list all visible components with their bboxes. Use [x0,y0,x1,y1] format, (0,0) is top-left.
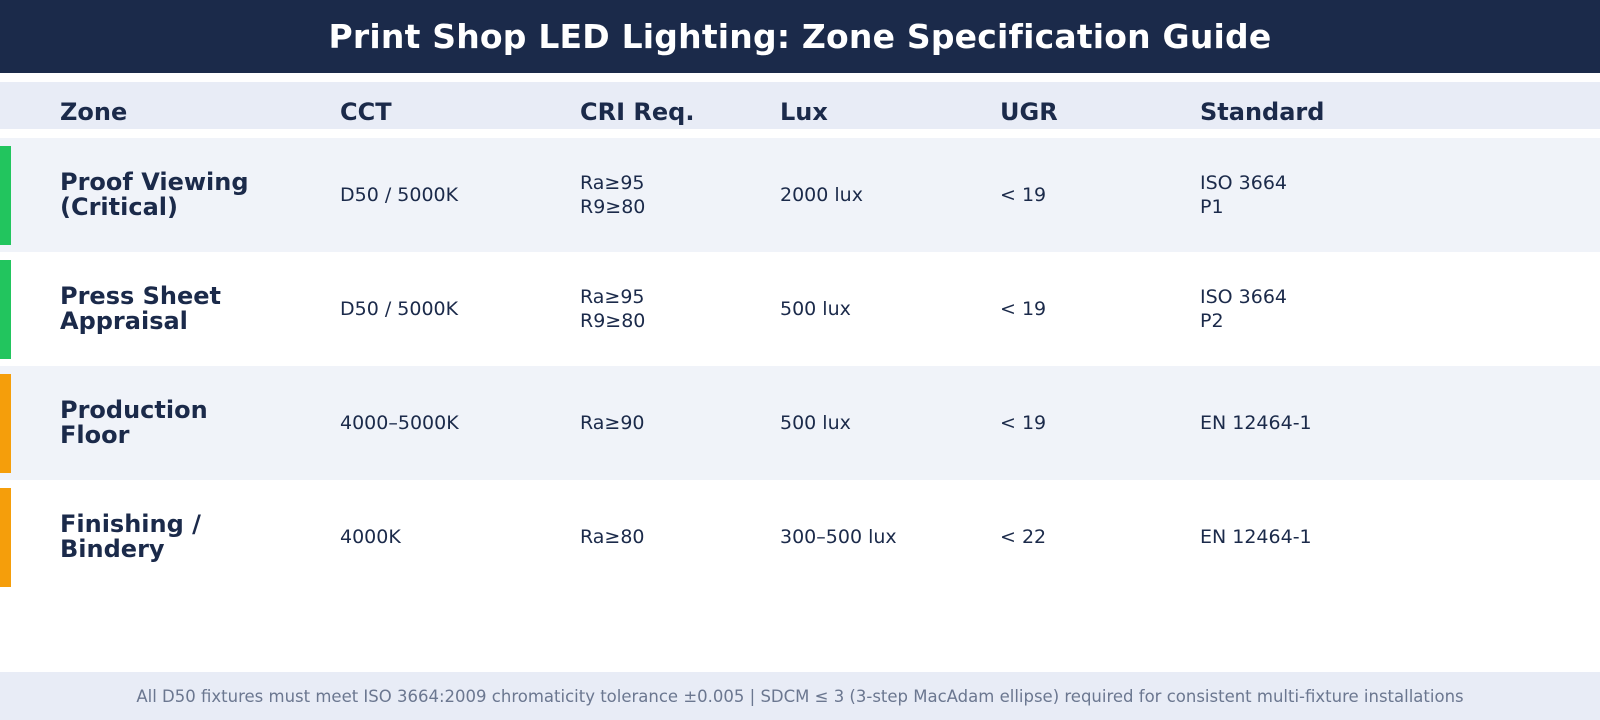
cct-value: D50 / 5000K [340,252,560,366]
standard-value: ISO 3664 P2 [1200,252,1500,366]
lux-text: 2000 lux [780,184,863,206]
cri-value: Ra≥95 R9≥80 [580,138,760,252]
cct-text: D50 / 5000K [340,298,459,320]
header-standard: Standard [1200,98,1325,126]
header-zone: Zone [60,98,128,126]
header-cct: CCT [340,98,392,126]
footer-note: All D50 fixtures must meet ISO 3664:2009… [0,672,1600,720]
cri-value: Ra≥80 [580,480,760,594]
ugr-text: < 19 [1000,412,1047,434]
ugr-text: < 19 [1000,184,1047,206]
cct-value: D50 / 5000K [340,138,560,252]
cri-line: Ra≥80 [580,526,645,548]
cri-line: Ra≥90 [580,412,645,434]
standard-line: P1 [1200,196,1224,218]
ugr-value: < 19 [1000,252,1180,366]
lux-value: 500 lux [780,366,980,480]
header-lux: Lux [780,98,828,126]
lux-value: 300–500 lux [780,480,980,594]
cri-line: R9≥80 [580,310,646,332]
zone-name: Proof Viewing (Critical) [60,138,320,252]
table-row: Press Sheet Appraisal D50 / 5000K Ra≥95 … [0,252,1600,366]
zone-accent-bar [0,488,11,587]
standard-line: P2 [1200,310,1224,332]
zone-name-line: (Critical) [60,193,178,221]
zone-name-line: Proof Viewing [60,168,249,196]
zone-accent-bar [0,374,11,473]
zone-accent-bar [0,260,11,359]
lux-text: 500 lux [780,298,851,320]
cct-text: 4000–5000K [340,412,459,434]
footer-text: All D50 fixtures must meet ISO 3664:2009… [136,686,1464,706]
zone-name-line: Bindery [60,535,165,563]
standard-value: EN 12464-1 [1200,480,1500,594]
cct-text: 4000K [340,526,401,548]
table-row: Proof Viewing (Critical) D50 / 5000K Ra≥… [0,138,1600,252]
zone-name: Production Floor [60,366,320,480]
standard-value: EN 12464-1 [1200,366,1500,480]
title-bar: Print Shop LED Lighting: Zone Specificat… [0,0,1600,73]
lux-value: 2000 lux [780,138,980,252]
cct-value: 4000–5000K [340,366,560,480]
cri-line: R9≥80 [580,196,646,218]
cri-value: Ra≥90 [580,366,760,480]
lux-value: 500 lux [780,252,980,366]
table-header: Zone CCT CRI Req. Lux UGR Standard [0,82,1600,129]
zone-name-line: Appraisal [60,307,188,335]
standard-line: ISO 3664 [1200,286,1288,308]
zone-name: Finishing / Bindery [60,480,320,594]
standard-value: ISO 3664 P1 [1200,138,1500,252]
zone-name: Press Sheet Appraisal [60,252,320,366]
cct-value: 4000K [340,480,560,594]
ugr-text: < 22 [1000,526,1047,548]
cct-text: D50 / 5000K [340,184,459,206]
table-row: Production Floor 4000–5000K Ra≥90 500 lu… [0,366,1600,480]
zone-name-line: Finishing / [60,510,201,538]
ugr-text: < 19 [1000,298,1047,320]
lux-text: 500 lux [780,412,851,434]
zone-name-line: Production [60,396,208,424]
standard-line: EN 12464-1 [1200,526,1312,548]
header-cri: CRI Req. [580,98,695,126]
header-ugr: UGR [1000,98,1058,126]
zone-name-line: Press Sheet [60,282,222,310]
cri-line: Ra≥95 [580,286,645,308]
zone-name-line: Floor [60,421,130,449]
zone-accent-bar [0,146,11,245]
standard-line: ISO 3664 [1200,172,1288,194]
cri-value: Ra≥95 R9≥80 [580,252,760,366]
ugr-value: < 22 [1000,480,1180,594]
lux-text: 300–500 lux [780,526,897,548]
ugr-value: < 19 [1000,138,1180,252]
cri-line: Ra≥95 [580,172,645,194]
page-title: Print Shop LED Lighting: Zone Specificat… [328,17,1272,56]
standard-line: EN 12464-1 [1200,412,1312,434]
table-row: Finishing / Bindery 4000K Ra≥80 300–500 … [0,480,1600,594]
ugr-value: < 19 [1000,366,1180,480]
